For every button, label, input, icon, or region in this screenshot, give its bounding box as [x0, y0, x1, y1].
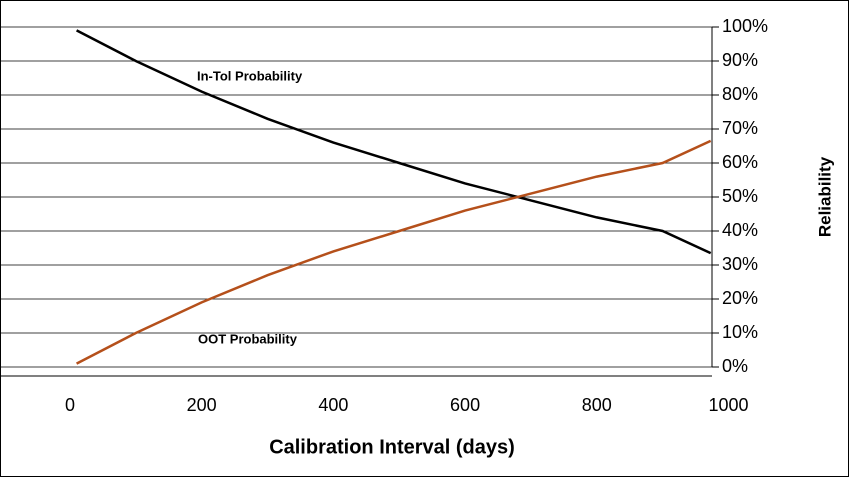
- y-tick-label: 50%: [722, 186, 758, 206]
- y-tick-label: 10%: [722, 322, 758, 342]
- y-tick-label: 30%: [722, 254, 758, 274]
- y-tick-label: 60%: [722, 152, 758, 172]
- y-tick-label: 80%: [722, 84, 758, 104]
- x-tick-label: 0: [65, 395, 75, 415]
- line-series: [76, 29, 712, 255]
- y-tick-label: 20%: [722, 288, 758, 308]
- y-axis-title: Reliability: [815, 156, 834, 237]
- x-axis-title: Calibration Interval (days): [269, 436, 515, 458]
- y-tick-label: 100%: [722, 16, 768, 36]
- annotation: OOT Probability: [198, 331, 298, 346]
- annotation: In-Tol Probability: [197, 68, 303, 83]
- x-tick-label: 1000: [708, 395, 748, 415]
- x-tick-label: 400: [318, 395, 348, 415]
- y-tick-label: 90%: [722, 50, 758, 70]
- x-tick-label: 800: [582, 395, 612, 415]
- x-tick-label: 600: [450, 395, 480, 415]
- y-tick-label: 70%: [722, 118, 758, 138]
- line-series: [76, 139, 712, 365]
- x-tick-label: 200: [187, 395, 217, 415]
- y-tick-label: 40%: [722, 220, 758, 240]
- y-tick-label: 0%: [722, 356, 748, 376]
